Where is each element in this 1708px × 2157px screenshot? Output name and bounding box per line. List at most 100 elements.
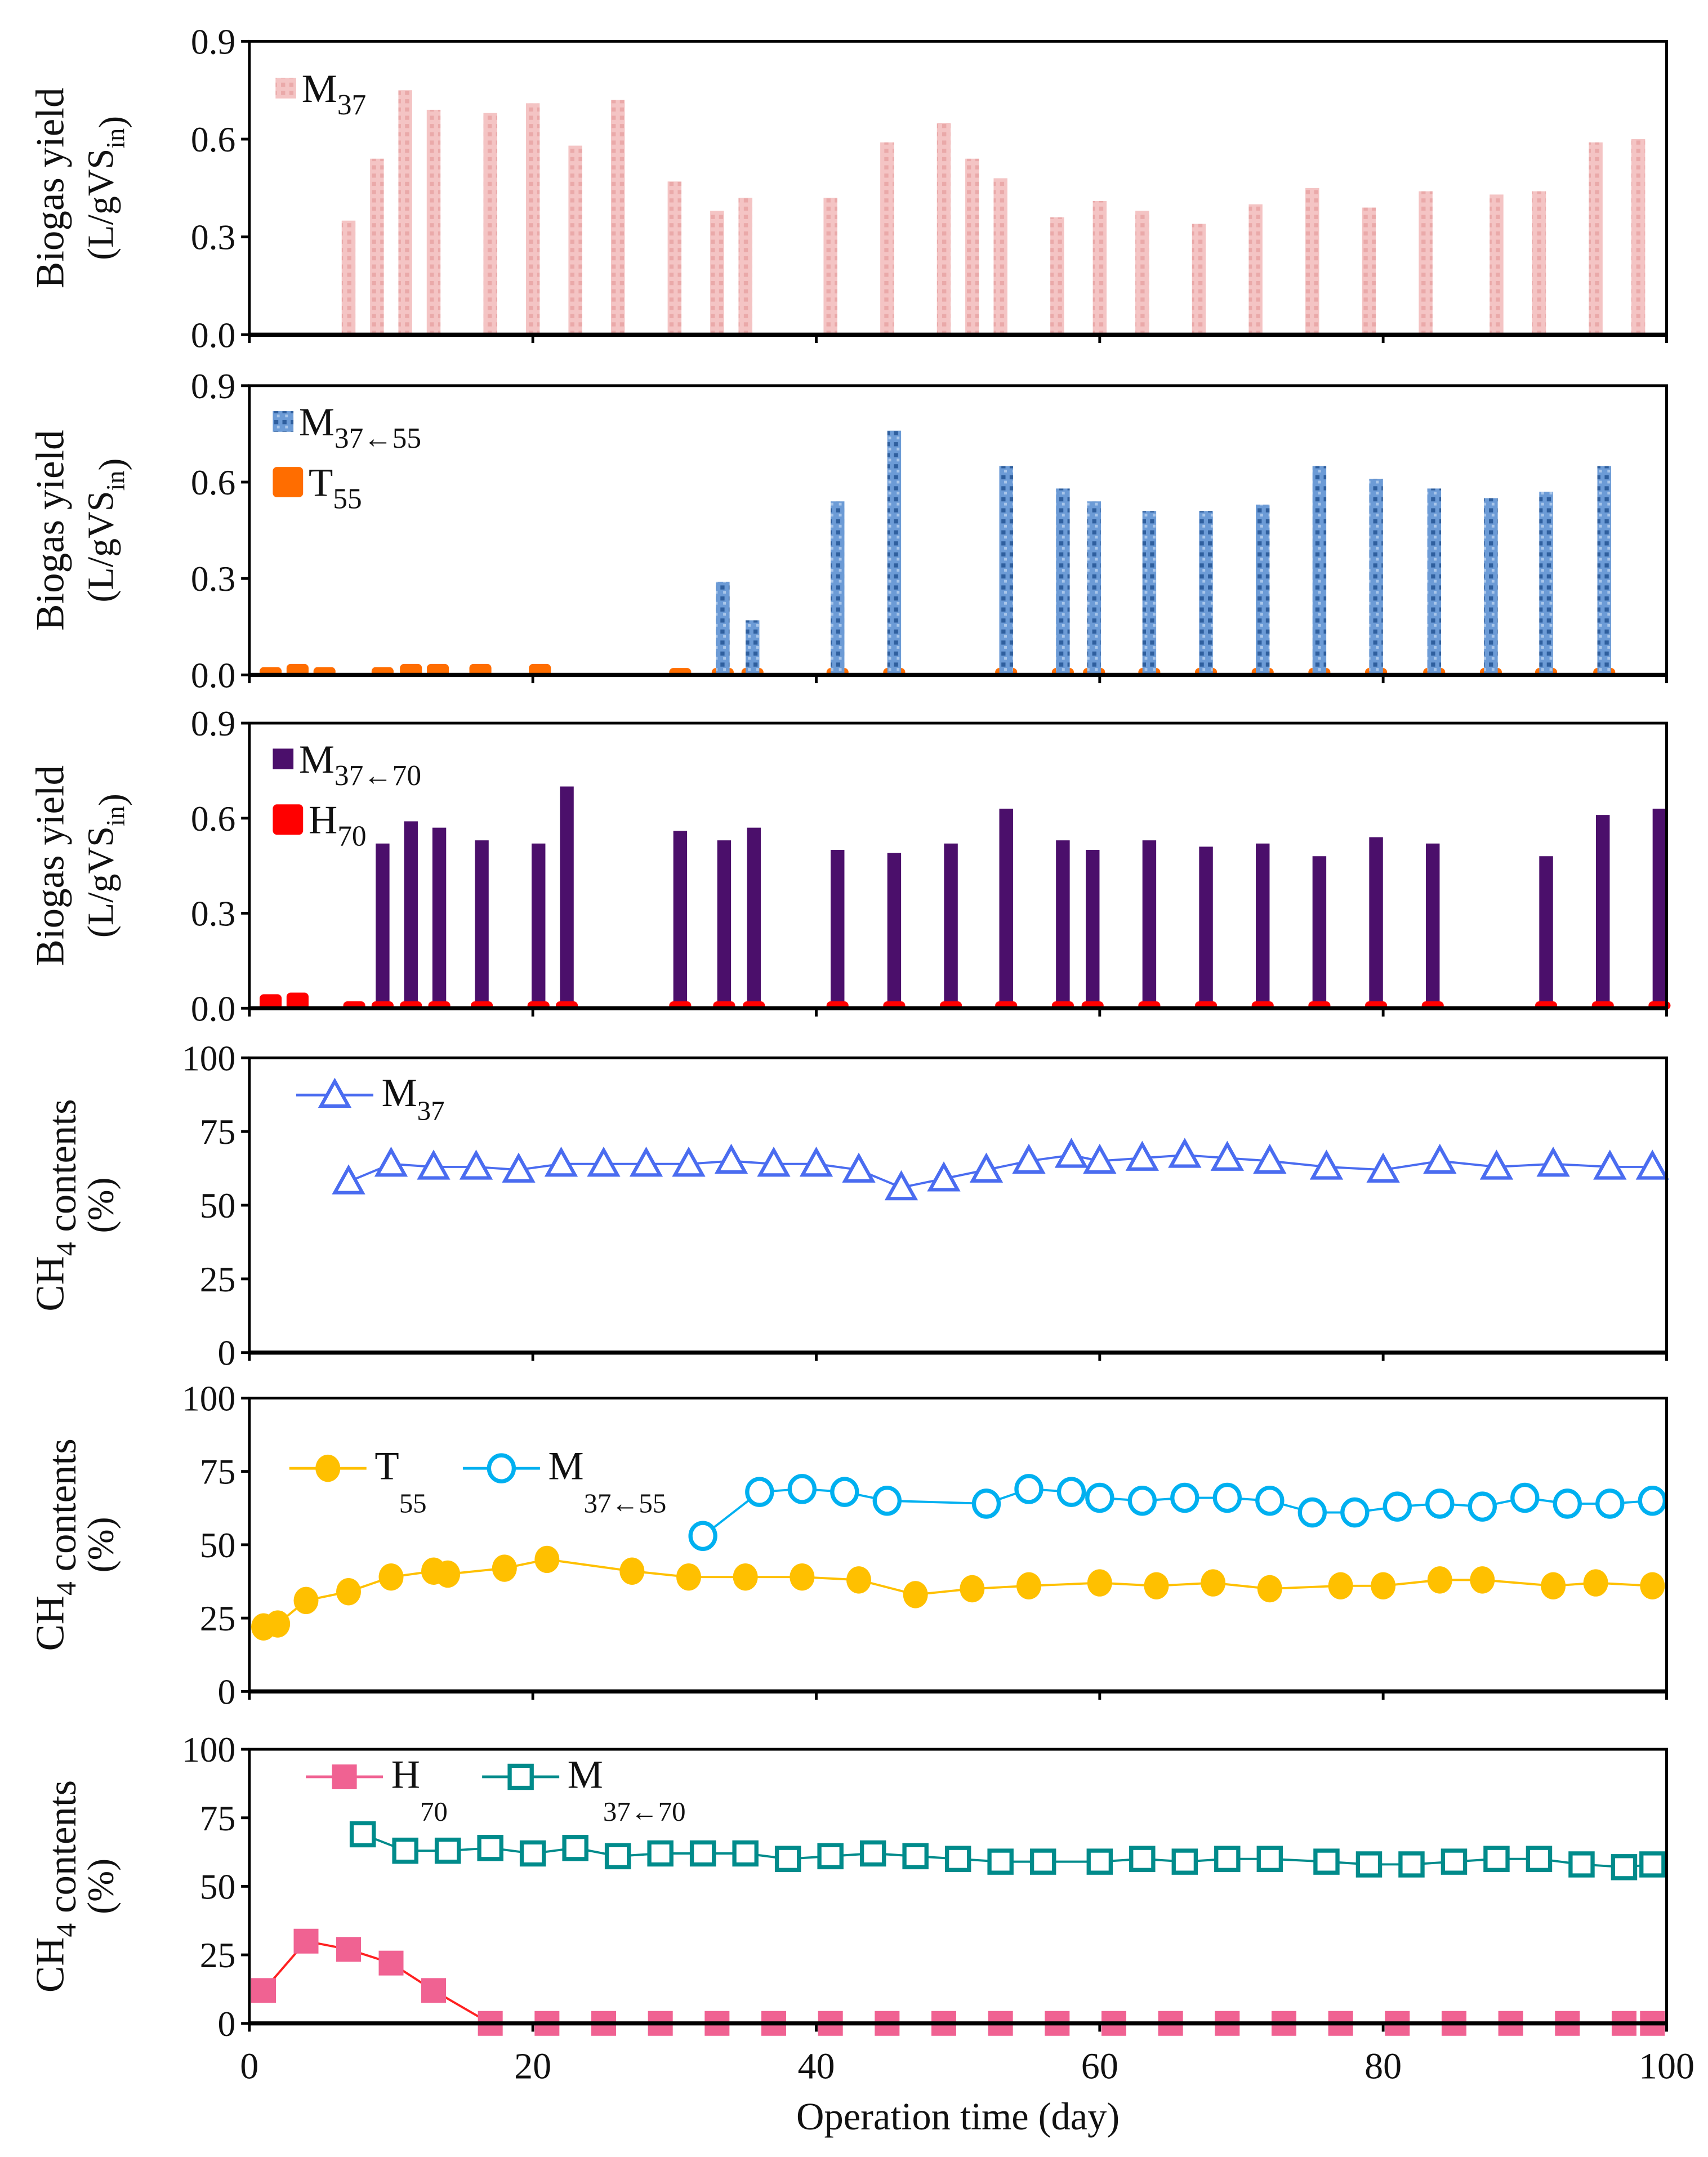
legend-main: H: [391, 1753, 420, 1797]
bar: [738, 198, 752, 335]
circle-marker: [1328, 1572, 1353, 1600]
plot-frame: [248, 1396, 1668, 1693]
legend-label: M37: [302, 67, 366, 121]
bar: [667, 181, 682, 335]
plot-frame: [248, 1056, 1668, 1354]
text-span: CH: [29, 1937, 73, 1993]
circle-marker: [1016, 1572, 1041, 1600]
square-marker: [987, 1848, 1014, 1875]
x-tick-label: 80: [1364, 2046, 1402, 2087]
square-marker: [1639, 1851, 1666, 1878]
bar: [531, 843, 546, 1009]
y-tick-label: 0.0: [191, 315, 235, 355]
bar: [936, 123, 951, 335]
legend: H70 M37←70: [306, 1753, 686, 1827]
bar: [1050, 217, 1064, 335]
bar: [1199, 846, 1213, 1009]
bar: [1092, 200, 1107, 335]
bar: [717, 840, 732, 1009]
bar: [673, 831, 688, 1009]
triangle-marker: [629, 1146, 663, 1177]
legend-swatch: [273, 467, 304, 497]
y-tick-label: 0.9: [191, 366, 235, 406]
square-marker: [1611, 1854, 1638, 1880]
y-tick-label: 0: [218, 1333, 236, 1373]
circle-marker: [1583, 1569, 1608, 1597]
square-marker: [1568, 1851, 1595, 1878]
square-marker: [689, 1840, 716, 1867]
square-marker: [1256, 1846, 1283, 1872]
bar: [1539, 856, 1553, 1009]
x-tick-label: 40: [797, 2046, 835, 2087]
circle-marker: [492, 1554, 517, 1582]
y-axis-label: CH4 contents(%): [29, 1438, 122, 1651]
circle-marker: [1468, 1491, 1497, 1522]
circle-marker: [830, 1477, 859, 1507]
circle-marker: [1371, 1572, 1396, 1600]
square-marker: [1029, 1848, 1056, 1875]
y-tick-label: 0.9: [191, 21, 235, 61]
circle-marker: [733, 1563, 758, 1591]
bar: [1369, 837, 1383, 1009]
legend-main: T: [309, 461, 333, 505]
square-marker: [1086, 1848, 1113, 1875]
circle-marker: [960, 1575, 985, 1603]
legend-sub: 37←70: [603, 1796, 686, 1827]
y-axis-label-line2: (L/gVSin): [81, 794, 133, 938]
circle-marker: [1257, 1575, 1282, 1603]
y-tick-label: 0.3: [191, 559, 235, 599]
y-tick-label: 0: [218, 1672, 236, 1712]
legend: M37: [275, 67, 366, 121]
bar: [944, 843, 958, 1009]
y-tick-label: 0.6: [191, 462, 235, 502]
text-span: Biogas yield: [29, 765, 73, 966]
chart-panel-6: 0 25 50 75 100 0 20 40 60 80 100 Operation time (da…: [29, 1730, 1694, 2138]
chart-panel-3: 0.0 0.3 0.6 0.9 Biogas yield (L/gVSin) M37←70 H…: [29, 703, 1671, 1028]
bar: [823, 198, 837, 335]
square-marker: [604, 1843, 631, 1870]
circle-marker: [1212, 1482, 1242, 1513]
triangle-marker: [1083, 1143, 1117, 1174]
bar: [1056, 488, 1070, 675]
legend-swatch: [273, 411, 294, 432]
legend-main: M: [299, 400, 335, 444]
bar: [1305, 188, 1319, 335]
text-span: (%): [81, 1178, 122, 1233]
triangle-marker: [1366, 1152, 1400, 1183]
triangle-marker: [332, 1164, 365, 1195]
triangle-marker: [374, 1146, 408, 1177]
square-marker: [349, 1821, 376, 1848]
bar: [1490, 194, 1504, 335]
triangle-marker: [544, 1146, 578, 1177]
circle-marker: [293, 1586, 319, 1615]
bar: [1135, 211, 1149, 335]
y-tick-label: 0.3: [191, 894, 235, 934]
legend-main: M: [299, 738, 335, 782]
square-marker: [562, 1835, 588, 1861]
bar: [1087, 501, 1101, 675]
bar: [1312, 856, 1327, 1009]
y-tick-label: 0.9: [191, 703, 235, 743]
square-marker: [507, 1763, 534, 1790]
circle-marker: [315, 1454, 341, 1482]
series-M37: [332, 1138, 1669, 1201]
circle-marker: [1144, 1572, 1169, 1600]
circle-marker: [903, 1581, 928, 1608]
y-tick-label: 0.0: [191, 988, 235, 1028]
text-span: (L/gVS: [81, 149, 122, 260]
bar: [1142, 840, 1157, 1009]
square-marker: [1441, 1848, 1468, 1875]
y-tick-label: 0.6: [191, 799, 235, 839]
circle-marker: [487, 1453, 516, 1483]
circle-marker: [1087, 1569, 1112, 1597]
circle-marker: [790, 1563, 815, 1591]
circle-marker: [265, 1610, 291, 1638]
triangle-marker: [842, 1152, 876, 1183]
bar: [747, 827, 761, 1009]
y-tick-label: 0.6: [191, 119, 235, 159]
square-marker: [336, 1937, 362, 1962]
triangle-marker: [1309, 1149, 1344, 1180]
square-marker: [332, 1764, 357, 1789]
bar: [1589, 142, 1603, 335]
